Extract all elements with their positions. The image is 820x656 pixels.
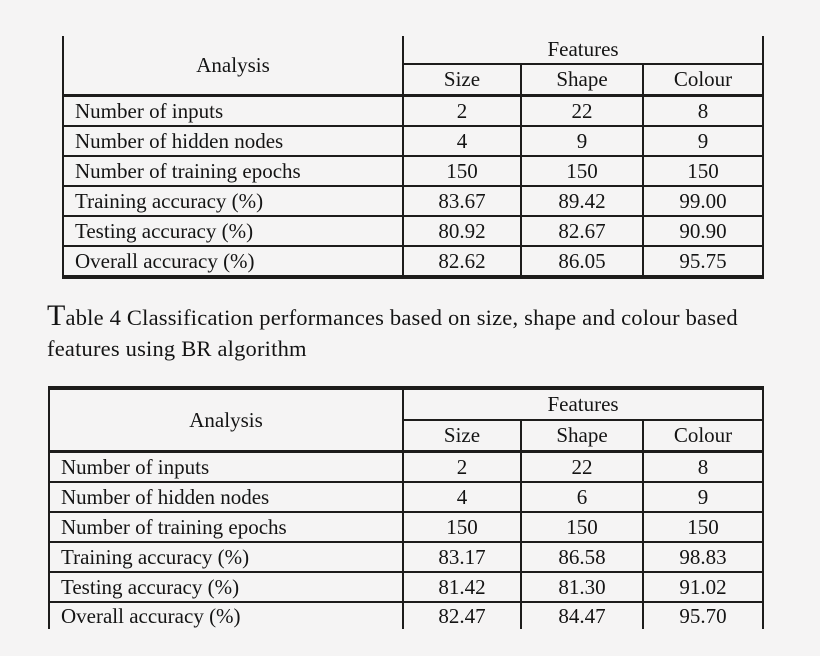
- cell-value: 22: [520, 95, 643, 127]
- table-bottom: Analysis Features Size Shape Colour Numb…: [48, 386, 765, 629]
- row-label: Number of hidden nodes: [48, 482, 404, 513]
- caption-lead-capital: T: [47, 299, 66, 332]
- table-row: Training accuracy (%) 83.17 86.58 98.83: [48, 542, 765, 573]
- header-colour: Colour: [641, 64, 765, 97]
- cell-value: 9: [641, 482, 765, 513]
- cell-value: 8: [641, 95, 765, 127]
- cell-value: 22: [520, 451, 643, 483]
- header-size: Size: [403, 64, 521, 97]
- cell-value: 81.42: [403, 572, 521, 603]
- cell-value: 6: [520, 482, 643, 513]
- table-top: Analysis Features Size Shape Colour Numb…: [62, 36, 765, 279]
- table-row: Testing accuracy (%) 80.92 82.67 90.90: [62, 216, 765, 247]
- cell-value: 95.75: [641, 246, 765, 279]
- row-label: Number of inputs: [48, 451, 404, 483]
- cell-value: 99.00: [641, 186, 765, 217]
- cell-value: 150: [403, 512, 521, 543]
- row-label: Training accuracy (%): [48, 542, 404, 573]
- row-label: Training accuracy (%): [62, 186, 404, 217]
- row-label: Overall accuracy (%): [48, 602, 404, 629]
- header-size: Size: [403, 420, 521, 453]
- cell-value: 86.58: [520, 542, 643, 573]
- table-row: Number of inputs 2 22 8: [62, 95, 765, 127]
- caption-line2: features using BR algorithm: [47, 336, 307, 361]
- cell-value: 81.30: [520, 572, 643, 603]
- cell-value: 98.83: [641, 542, 765, 573]
- cell-value: 2: [403, 95, 521, 127]
- header-shape: Shape: [520, 420, 643, 453]
- cell-value: 150: [641, 512, 765, 543]
- table-row: Analysis Features: [62, 36, 765, 97]
- table-row: Training accuracy (%) 83.67 89.42 99.00: [62, 186, 765, 217]
- cell-value: 80.92: [403, 216, 521, 247]
- table-row: Overall accuracy (%) 82.47 84.47 95.70: [48, 602, 765, 629]
- row-label: Number of hidden nodes: [62, 126, 404, 157]
- row-label: Number of training epochs: [48, 512, 404, 543]
- cell-value: 4: [403, 126, 521, 157]
- cell-value: 8: [641, 451, 765, 483]
- header-colour: Colour: [641, 420, 765, 453]
- header-analysis: Analysis: [48, 388, 404, 453]
- header-analysis: Analysis: [62, 36, 404, 97]
- cell-value: 82.67: [520, 216, 643, 247]
- cell-value: 150: [520, 512, 643, 543]
- table-row: Number of inputs 2 22 8: [48, 451, 765, 483]
- cell-value: 82.62: [403, 246, 521, 279]
- cell-value: 83.67: [403, 186, 521, 217]
- row-label: Overall accuracy (%): [62, 246, 404, 279]
- cell-value: 4: [403, 482, 521, 513]
- cell-value: 150: [403, 156, 521, 187]
- table-row: Number of training epochs 150 150 150: [62, 156, 765, 187]
- cell-value: 95.70: [641, 602, 765, 629]
- cell-value: 9: [520, 126, 643, 157]
- cell-value: 150: [520, 156, 643, 187]
- table-row: Number of hidden nodes 4 6 9: [48, 482, 765, 513]
- header-features: Features: [403, 36, 765, 65]
- row-label: Testing accuracy (%): [48, 572, 404, 603]
- cell-value: 86.05: [520, 246, 643, 279]
- caption-line1: able 4 Classification performances based…: [65, 305, 738, 330]
- cell-value: 82.47: [438, 603, 486, 628]
- cell-value: 2: [403, 451, 521, 483]
- table-row: Number of training epochs 150 150 150: [48, 512, 765, 543]
- cell-value: 89.42: [520, 186, 643, 217]
- table-row: Analysis Features: [48, 388, 765, 453]
- row-label: Testing accuracy (%): [62, 216, 404, 247]
- cell-value: 150: [641, 156, 765, 187]
- header-shape: Shape: [520, 64, 643, 97]
- cell-value: 83.17: [403, 542, 521, 573]
- header-features: Features: [403, 388, 765, 421]
- row-label: Number of training epochs: [62, 156, 404, 187]
- cell-value: 90.90: [641, 216, 765, 247]
- table-row: Size Shape Colour: [63, 64, 765, 97]
- cell-value: 91.02: [641, 572, 765, 603]
- table-row: Number of hidden nodes 4 9 9: [62, 126, 765, 157]
- table-row: Testing accuracy (%) 81.42 81.30 91.02: [48, 572, 765, 603]
- cell-value: 9: [641, 126, 765, 157]
- table-row: Overall accuracy (%) 82.62 86.05 95.75: [62, 246, 765, 279]
- cell-value: 84.47: [520, 602, 643, 629]
- table-caption: Table 4 Classification performances base…: [47, 300, 787, 364]
- row-label: Number of inputs: [62, 95, 404, 127]
- table-row: Size Shape Colour: [49, 420, 765, 453]
